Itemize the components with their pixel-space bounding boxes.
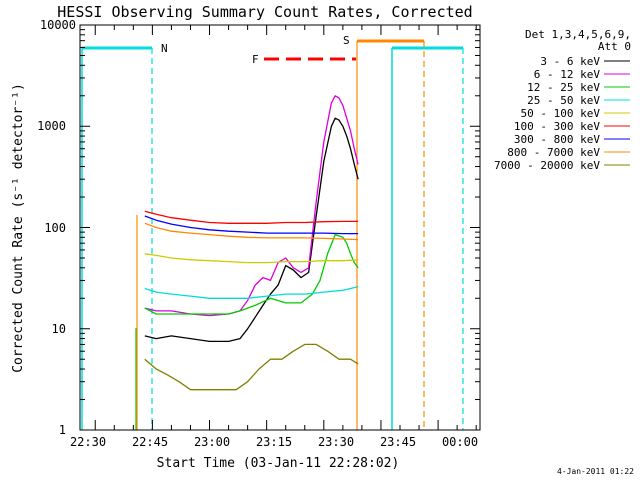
y-axis-label: Corrected Count Rate (s⁻¹ detector⁻¹) (11, 83, 26, 373)
legend-entry-9: 7000 - 20000 keV (494, 159, 600, 172)
x-tick-label-2230: 22:30 (70, 435, 106, 449)
series-line-9 (144, 343, 359, 391)
series-line-5 (144, 253, 359, 264)
x-axis-label: Start Time (03-Jan-11 22:28:02) (157, 456, 400, 471)
series-line-2 (144, 95, 359, 317)
y-tick-label-1: 1 (59, 423, 66, 437)
y-tick-label-100: 100 (44, 221, 66, 235)
series-line-1 (144, 117, 359, 343)
x-tick-label-2345: 23:45 (380, 435, 416, 449)
legend-header-1: Det 1,3,4,5,6,9, (525, 28, 631, 41)
series-line-4 (144, 286, 359, 299)
legend-entry-6: 100 - 300 keV (514, 120, 600, 133)
chart-title: HESSI Observing Summary Count Rates, Cor… (57, 3, 472, 21)
legend-entry-3: 12 - 25 keV (527, 81, 600, 94)
plot-timestamp: 4-Jan-2011 01:22 (557, 467, 634, 476)
legend-entry-1: 3 - 6 keV (540, 55, 600, 68)
x-tick-label-2330: 23:30 (318, 435, 354, 449)
x-tick-label-2245: 22:45 (132, 435, 168, 449)
series-line-6 (144, 210, 359, 224)
observing-state-bars: N F S (81, 34, 464, 430)
legend-entry-2: 6 - 12 keV (534, 68, 601, 81)
y-tick-label-10: 10 (52, 322, 66, 336)
data-series (144, 95, 359, 391)
legend: Det 1,3,4,5,6,9, Att 0 3 - 6 keV 6 - 12 … (494, 28, 631, 172)
x-tick-label-2315: 23:15 (256, 435, 292, 449)
series-line-8 (144, 222, 359, 241)
legend-entry-7: 300 - 800 keV (514, 133, 600, 146)
legend-entry-8: 800 - 7000 keV (507, 146, 600, 159)
series-line-7 (144, 215, 359, 235)
legend-header-2: Att 0 (598, 40, 631, 53)
y-tick-label-1000: 1000 (37, 119, 66, 133)
night-label: N (161, 42, 168, 55)
axes (80, 25, 480, 431)
saa-label: S (343, 34, 350, 47)
legend-entry-5: 50 - 100 keV (521, 107, 601, 120)
legend-entry-4: 25 - 50 keV (527, 94, 600, 107)
x-tick-label-0000: 00:00 (442, 435, 478, 449)
x-tick-label-2300: 23:00 (194, 435, 230, 449)
flare-label: F (252, 53, 259, 66)
series-line-3 (144, 233, 359, 315)
y-tick-label-10000: 10000 (40, 18, 76, 32)
